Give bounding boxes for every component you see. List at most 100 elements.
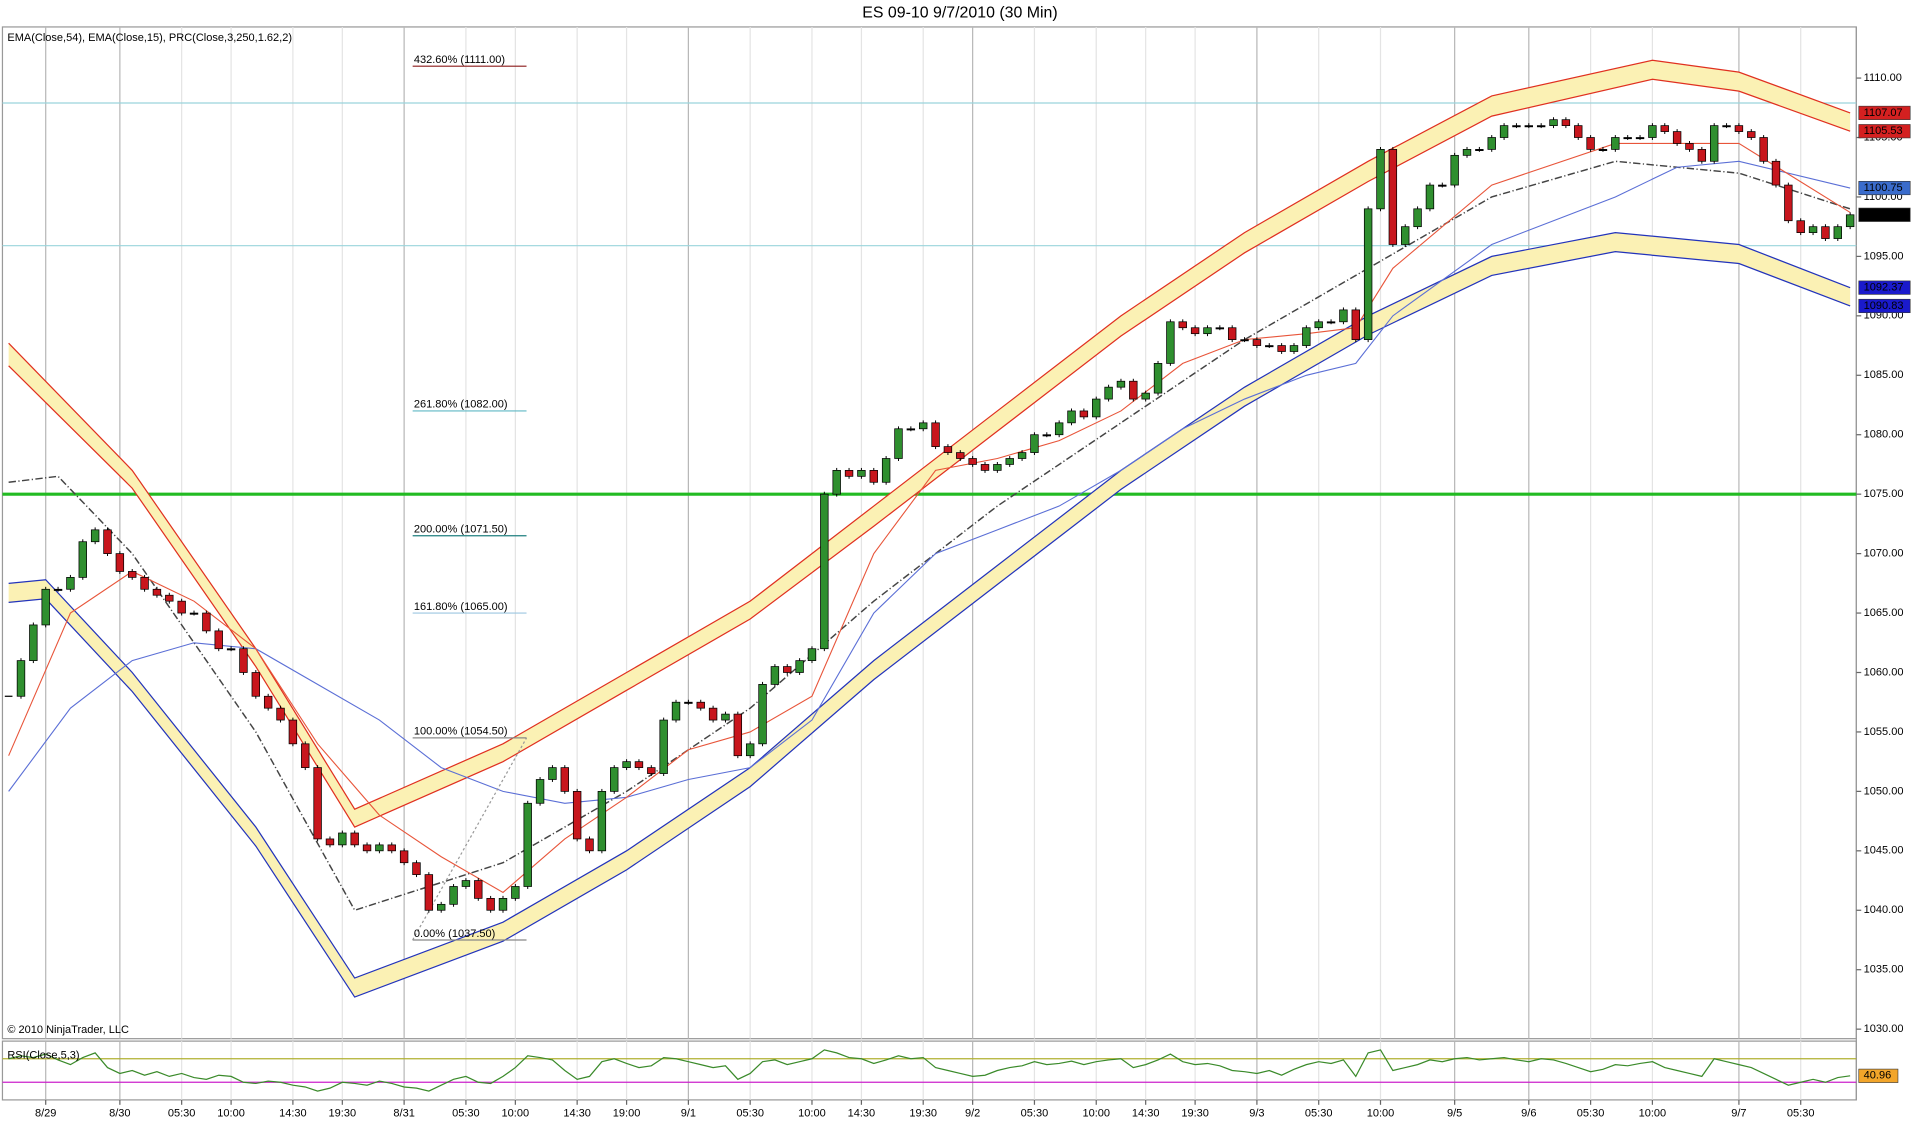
x-tick-label: 8/31 xyxy=(393,1107,414,1119)
y-tick-label: 1040.00 xyxy=(1864,904,1904,916)
x-tick-label: 10:00 xyxy=(1082,1107,1110,1119)
candle xyxy=(1054,422,1064,436)
candle xyxy=(894,428,903,459)
candle xyxy=(1598,149,1608,151)
fib-label: 100.00% (1054.50) xyxy=(414,726,508,738)
candle xyxy=(1376,149,1385,210)
candle xyxy=(1240,339,1249,342)
candle xyxy=(165,594,174,602)
band-edge xyxy=(8,59,1851,810)
candle xyxy=(857,470,866,477)
candle xyxy=(1549,119,1558,126)
candle xyxy=(1833,226,1842,239)
candle xyxy=(1450,154,1459,186)
candle xyxy=(733,713,743,757)
candle xyxy=(869,470,878,483)
x-tick-label: 10:00 xyxy=(1367,1107,1395,1119)
indicator-label: EMA(Close,54), EMA(Close,15), PRC(Close,… xyxy=(7,32,292,44)
candle xyxy=(659,719,668,774)
y-tick-label: 1050.00 xyxy=(1864,785,1904,797)
candle xyxy=(1808,226,1818,233)
candle xyxy=(350,832,359,846)
candle xyxy=(325,838,335,846)
candle xyxy=(449,886,458,905)
x-tick-label: 9/6 xyxy=(1521,1107,1536,1119)
candle xyxy=(560,767,569,792)
candle xyxy=(943,446,953,453)
rsi-flag xyxy=(1858,1068,1899,1083)
x-tick-label: 05:30 xyxy=(1021,1107,1049,1119)
candle xyxy=(1561,119,1571,126)
candle xyxy=(1734,125,1744,132)
candle xyxy=(980,464,990,471)
candle xyxy=(1363,208,1373,340)
candle xyxy=(1697,149,1707,162)
x-tick-label: 9/3 xyxy=(1249,1107,1264,1119)
candle xyxy=(684,701,693,704)
candle xyxy=(189,612,199,615)
candle xyxy=(634,761,644,768)
x-tick-label: 10:00 xyxy=(217,1107,245,1119)
candle xyxy=(1536,125,1546,128)
x-tick-label: 05:30 xyxy=(1787,1107,1815,1119)
candle xyxy=(1190,327,1200,335)
x-tick-label: 05:30 xyxy=(1577,1107,1605,1119)
candle xyxy=(251,672,261,697)
candle xyxy=(78,541,87,578)
candle xyxy=(424,874,434,911)
price-flag xyxy=(1858,180,1911,196)
candle xyxy=(993,464,1002,471)
x-tick-label: 14:30 xyxy=(1132,1107,1160,1119)
x-tick-label: 9/2 xyxy=(965,1107,980,1119)
candle xyxy=(523,802,532,887)
candle xyxy=(301,743,310,768)
candle xyxy=(1413,208,1422,228)
candle xyxy=(1771,160,1781,186)
candle xyxy=(1401,226,1410,245)
candle xyxy=(1166,321,1175,364)
candle xyxy=(1289,345,1299,352)
candle xyxy=(177,600,186,614)
x-tick-label: 8/29 xyxy=(35,1107,56,1119)
candle xyxy=(745,743,755,757)
x-tick-label: 9/7 xyxy=(1731,1107,1746,1119)
candle xyxy=(140,577,149,590)
candle xyxy=(1709,125,1719,162)
candle xyxy=(16,660,26,697)
fib-label: 432.60% (1111.00) xyxy=(414,54,505,66)
x-tick-label: 8/30 xyxy=(109,1107,130,1119)
candle xyxy=(1586,137,1595,150)
candle xyxy=(412,862,421,875)
price-flag xyxy=(1858,207,1911,222)
x-tick-label: 19:30 xyxy=(909,1107,937,1119)
price-flag-label: 1092.37 xyxy=(1864,282,1904,294)
y-tick-label: 1085.00 xyxy=(1864,369,1904,381)
candle xyxy=(226,648,236,651)
candle xyxy=(498,898,508,911)
candle xyxy=(1203,327,1212,335)
candle xyxy=(474,880,483,899)
candle xyxy=(1116,380,1126,388)
y-tick-label: 1035.00 xyxy=(1864,964,1904,976)
candle xyxy=(535,779,545,804)
candle xyxy=(770,666,780,685)
y-tick-label: 1070.00 xyxy=(1864,548,1904,560)
candle xyxy=(103,529,112,554)
candle xyxy=(832,470,841,495)
candle xyxy=(263,695,273,709)
candle xyxy=(1067,410,1076,424)
candle xyxy=(1512,125,1521,128)
x-tick-label: 14:30 xyxy=(279,1107,307,1119)
candle xyxy=(721,713,730,721)
candle xyxy=(1845,214,1855,228)
fib-connector xyxy=(412,737,528,941)
candle xyxy=(1141,392,1150,400)
candle xyxy=(708,707,718,721)
x-tick-label: 05:30 xyxy=(1305,1107,1333,1119)
candle xyxy=(1475,149,1484,151)
candle xyxy=(1227,327,1237,340)
candle xyxy=(1574,125,1583,138)
candle xyxy=(548,767,557,780)
candle xyxy=(29,624,38,661)
